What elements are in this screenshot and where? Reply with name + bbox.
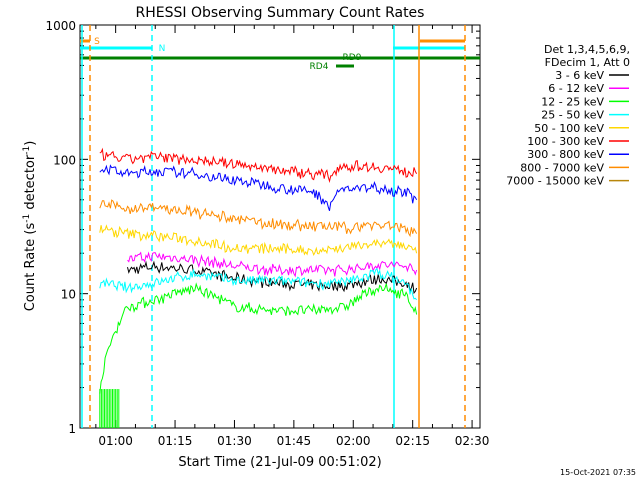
y-axis-label-end: ): [23, 141, 38, 146]
legend-label: 3 - 6 keV: [555, 69, 604, 82]
legend-header-line2: FDecim 1, Att 0: [545, 56, 630, 69]
y-tick-label: 1: [68, 422, 76, 436]
y-axis-label-sup1: -1: [22, 214, 32, 223]
instrument-flags: S N RD9 RD4: [80, 25, 480, 428]
series-line-1: [127, 251, 418, 278]
legend-label: 50 - 100 keV: [534, 122, 604, 135]
x-tick-label: 02:00: [336, 434, 371, 448]
x-tick-label: 01:45: [277, 434, 312, 448]
legend-header-line1: Det 1,3,4,5,6,9,: [544, 43, 630, 56]
tick-labels: 01:00 01:15 01:30 01:45 02:00 02:15 02:30 1 10 10…: [45, 19, 489, 448]
flag-label-s: S: [94, 37, 100, 47]
series-line-3: [99, 267, 417, 301]
legend-label: 7000 - 15000 keV: [506, 175, 604, 188]
legend-label: 12 - 25 keV: [541, 95, 604, 108]
legend-label: 25 - 50 keV: [541, 109, 604, 122]
x-tick-label: 01:30: [217, 434, 252, 448]
y-axis-label-base: Count Rate (s: [23, 223, 38, 312]
x-axis-label: Start Time (21-Jul-09 00:51:02): [178, 455, 381, 470]
series-layer: [99, 147, 418, 428]
flag-label-rd4: RD4: [310, 62, 329, 72]
flag-label-rd9: RD9: [343, 53, 362, 63]
y-tick-label: 100: [53, 153, 76, 167]
x-tick-label: 01:15: [158, 434, 193, 448]
x-tick-label: 02:15: [395, 434, 430, 448]
x-tick-label: 01:00: [98, 434, 133, 448]
flag-label-n: N: [159, 44, 166, 54]
legend-label: 6 - 12 keV: [548, 82, 604, 95]
chart-title: RHESSI Observing Summary Count Rates: [136, 5, 425, 21]
y-axis-label: Count Rate (s-1 detector-1): [22, 141, 38, 312]
series-line-5: [99, 147, 418, 183]
legend-label: 300 - 800 keV: [527, 148, 604, 161]
legend-label: 100 - 300 keV: [527, 135, 604, 148]
series-line-7: [99, 199, 418, 238]
y-axis-label-sup2: -1: [22, 146, 32, 155]
x-tick-label: 02:30: [455, 434, 490, 448]
series-line-4: [99, 224, 418, 257]
legend: Det 1,3,4,5,6,9, FDecim 1, Att 0 3 - 6 k…: [506, 43, 630, 188]
y-tick-label: 1000: [45, 19, 76, 33]
plot-frame: [79, 24, 481, 429]
axis-ticks: [80, 24, 480, 429]
series-line-6: [99, 164, 418, 211]
y-axis-label-mid: detector: [23, 154, 38, 214]
series-line-2: [99, 282, 418, 394]
legend-label: 800 - 7000 keV: [520, 161, 604, 174]
generation-timestamp: 15-Oct-2021 07:35: [560, 468, 636, 477]
y-tick-label: 10: [61, 288, 76, 302]
